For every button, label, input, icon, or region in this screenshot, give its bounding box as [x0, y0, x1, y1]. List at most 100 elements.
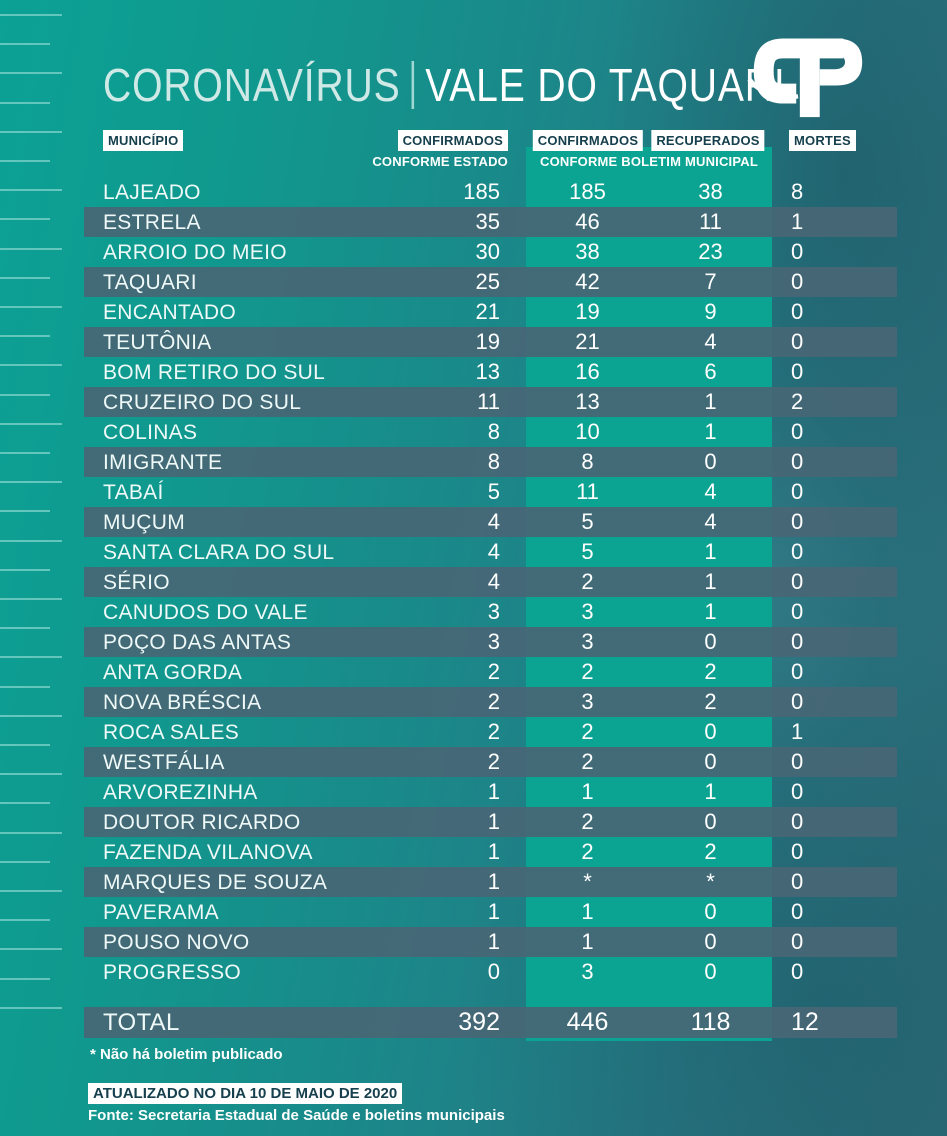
cell-name: WESTFÁLIA	[103, 750, 225, 774]
cell-mortes: 0	[791, 959, 804, 984]
column-header-recuperados: RECUPERADOS	[651, 130, 765, 151]
table-row: CANUDOS DO VALE 3 3 1 0	[84, 597, 897, 627]
table-row: ANTA GORDA 2 2 2 0	[84, 657, 897, 687]
cell-recup: 23	[698, 239, 723, 264]
cell-municipal: 21	[575, 329, 600, 354]
cell-name: DOUTOR RICARDO	[103, 810, 301, 834]
tick-line	[0, 189, 62, 192]
cell-municipal: 3	[581, 629, 594, 654]
table-row: LAJEADO 185 185 38 8	[84, 177, 897, 207]
cell-recup: 1	[704, 419, 717, 444]
cell-name: BOM RETIRO DO SUL	[103, 360, 326, 384]
table-row: POUSO NOVO 1 1 0 0	[84, 927, 897, 957]
table-row: SANTA CLARA DO SUL 4 5 1 0	[84, 537, 897, 567]
cell-estado: 185	[463, 179, 500, 204]
table-row: FAZENDA VILANOVA 1 2 2 0	[84, 837, 897, 867]
cell-mortes: 0	[791, 749, 804, 774]
cell-municipal: 5	[581, 539, 594, 564]
cell-mortes: 0	[791, 449, 804, 474]
cell-municipal: 8	[581, 449, 594, 474]
footnote-no-bulletin: * Não há boletim publicado	[90, 1046, 283, 1063]
cell-municipal: 42	[575, 269, 600, 294]
tick-line	[0, 160, 50, 162]
cell-estado: 4	[487, 569, 500, 594]
cell-recup: 1	[704, 539, 717, 564]
cell-recup: 6	[704, 359, 717, 384]
cell-estado: 4	[487, 509, 500, 534]
cell-estado: 5	[487, 479, 500, 504]
cell-recup: 0	[704, 449, 717, 474]
cell-name: ARVOREZINHA	[103, 780, 258, 804]
cell-recup: 0	[704, 749, 717, 774]
table-row: MARQUES DE SOUZA 1 * * 0	[84, 867, 897, 897]
tick-line	[0, 335, 50, 338]
cell-mortes: 0	[791, 419, 804, 444]
table-row: MUÇUM 4 5 4 0	[84, 507, 897, 537]
tick-line	[0, 977, 50, 980]
cell-recup: 4	[704, 479, 717, 504]
cell-estado: 8	[487, 449, 500, 474]
cell-recup: 1	[704, 599, 717, 624]
table-row: PAVERAMA 1 1 0 0	[84, 897, 897, 927]
cell-estado: 30	[475, 239, 500, 264]
cell-name: CANUDOS DO VALE	[103, 600, 308, 624]
tick-line	[0, 452, 50, 454]
cell-mortes: 0	[791, 329, 804, 354]
cell-recup: 38	[698, 179, 723, 204]
table-row: POÇO DAS ANTAS 3 3 0 0	[84, 627, 897, 657]
cell-municipal: *	[583, 869, 592, 894]
tick-line	[0, 393, 50, 396]
tick-line	[0, 860, 50, 863]
cell-municipal: 2	[581, 719, 594, 744]
cell-recup: *	[706, 869, 715, 894]
cell-mortes: 0	[791, 569, 804, 594]
total-confirmados-estado: 392	[458, 1008, 500, 1036]
cell-name: CRUZEIRO DO SUL	[103, 390, 302, 414]
tick-line	[0, 247, 62, 250]
table-row: IMIGRANTE 8 8 0 0	[84, 447, 897, 477]
cell-name: ANTA GORDA	[103, 660, 243, 684]
cell-mortes: 0	[791, 299, 804, 324]
cell-name: PAVERAMA	[103, 900, 219, 924]
cell-recup: 11	[699, 209, 722, 234]
tick-line	[0, 539, 62, 542]
cell-mortes: 0	[791, 599, 804, 624]
table-row: TAQUARI 25 42 7 0	[84, 267, 897, 297]
cell-estado: 8	[487, 419, 500, 444]
table-row: PROGRESSO 0 3 0 0	[84, 957, 897, 987]
cell-mortes: 0	[791, 509, 804, 534]
cell-municipal: 11	[576, 479, 599, 504]
cell-recup: 2	[704, 659, 717, 684]
cell-mortes: 0	[791, 359, 804, 384]
tick-line	[0, 773, 62, 776]
table-row: DOUTOR RICARDO 1 2 0 0	[84, 807, 897, 837]
total-recuperados: 118	[690, 1008, 731, 1036]
cell-estado: 2	[487, 719, 500, 744]
cell-recup: 0	[704, 629, 717, 654]
cell-estado: 1	[487, 899, 500, 924]
cell-recup: 4	[704, 329, 717, 354]
total-confirmados-municipal: 446	[566, 1008, 609, 1036]
cell-name: ESTRELA	[103, 210, 201, 234]
subheader-conforme-boletim-municipal: CONFORME BOLETIM MUNICIPAL	[540, 154, 758, 169]
table-row: COLINAS 8 10 1 0	[84, 417, 897, 447]
cell-recup: 0	[704, 809, 717, 834]
table-body: LAJEADO 185 185 38 8 ESTRELA 35 46 11 1 ARROIO DO …	[84, 177, 897, 987]
cell-mortes: 0	[791, 689, 804, 714]
cell-municipal: 3	[581, 959, 594, 984]
tick-line	[0, 890, 62, 892]
cell-municipal: 2	[581, 569, 594, 594]
cell-mortes: 1	[791, 719, 804, 744]
cell-municipal: 3	[581, 599, 594, 624]
cell-name: POÇO DAS ANTAS	[103, 630, 292, 654]
cell-municipal: 1	[581, 929, 594, 954]
table-row: ARVOREZINHA 1 1 1 0	[84, 777, 897, 807]
title-region: VALE DO TAQUARI	[425, 59, 786, 111]
tick-line	[0, 364, 62, 367]
cell-mortes: 0	[791, 839, 804, 864]
cell-mortes: 0	[791, 269, 804, 294]
cell-mortes: 0	[791, 779, 804, 804]
cell-recup: 1	[704, 569, 717, 594]
tick-line	[0, 568, 50, 571]
table-row: ESTRELA 35 46 11 1	[84, 207, 897, 237]
